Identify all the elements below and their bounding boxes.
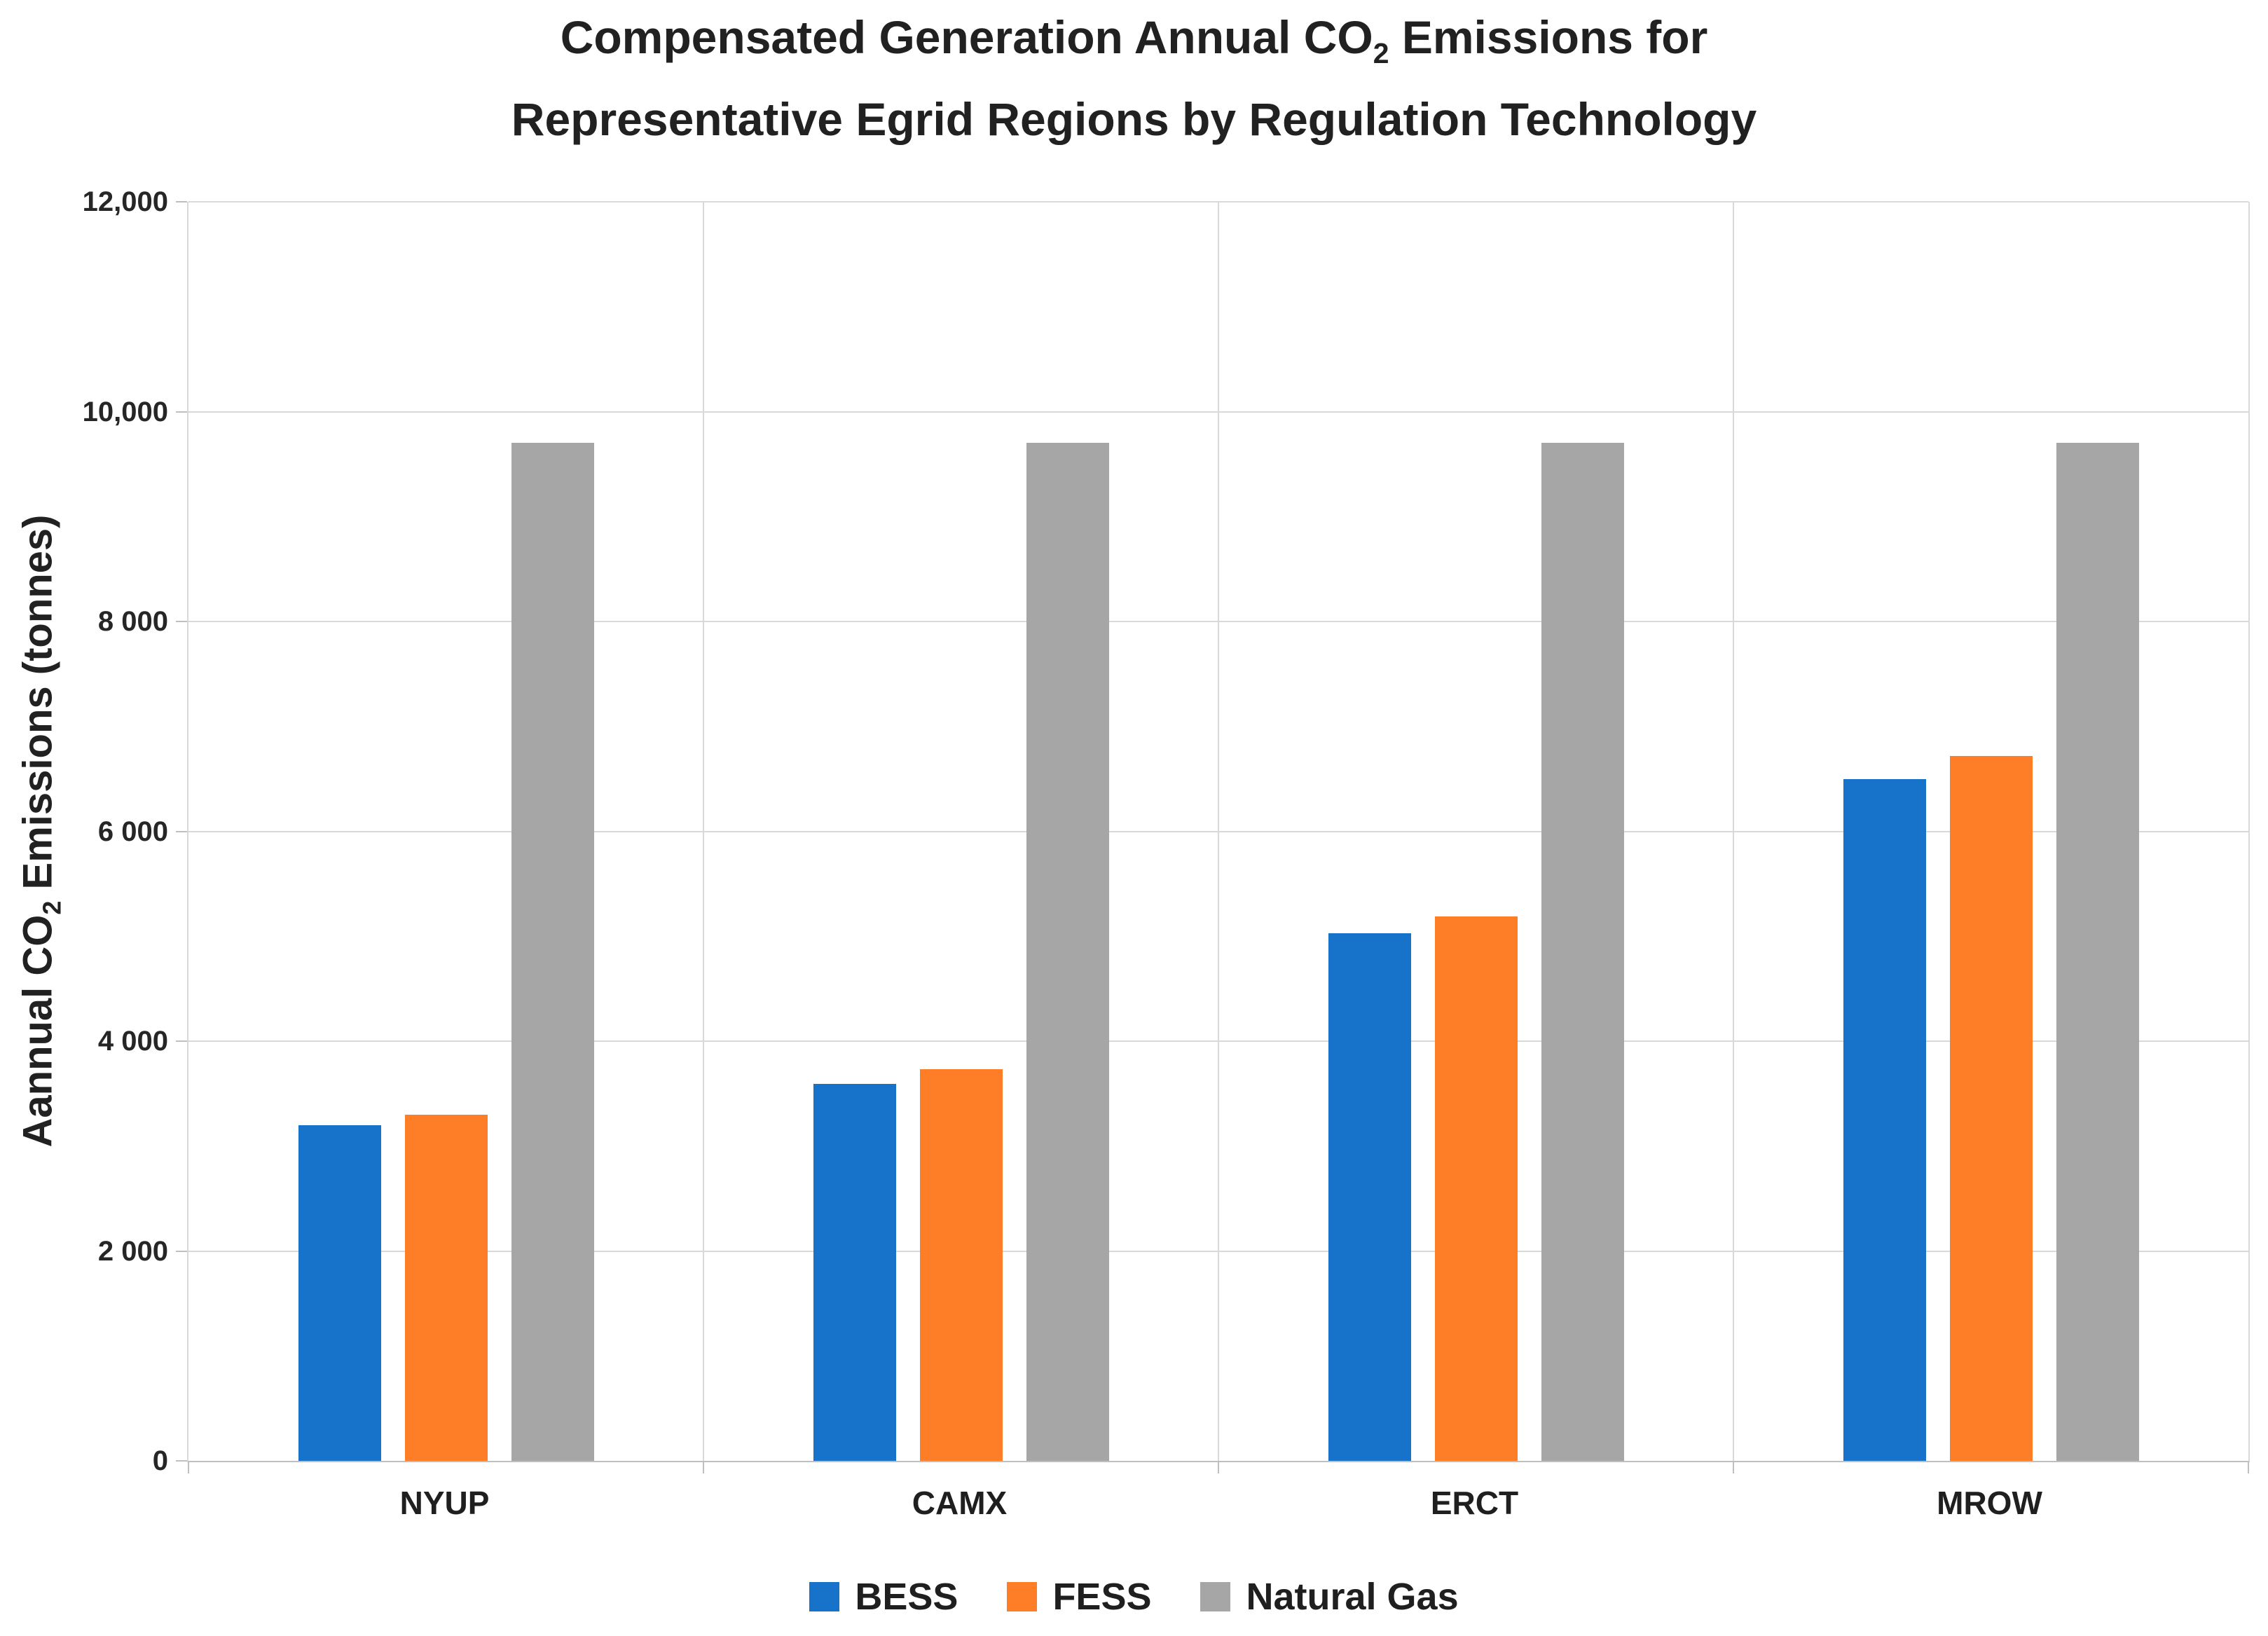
y-axis-tick (176, 830, 187, 832)
x-axis-tick (1218, 1462, 1219, 1473)
co2-subscript: 2 (1373, 37, 1389, 70)
y-axis-tick (176, 1250, 187, 1252)
bar-bess-nyup (298, 1125, 381, 1461)
x-category-label-mrow: MROW (1937, 1485, 2042, 1521)
y-tick-label-2-000: 2 000 (97, 1235, 168, 1267)
bar-group-nyup (188, 202, 703, 1461)
category-separator (1733, 202, 1734, 1461)
y-tick-label-10,000: 10,000 (82, 396, 168, 427)
bar-natural-gas-nyup (511, 443, 594, 1461)
bar-group-mrow (1733, 202, 2248, 1461)
legend-item-bess: BESS (809, 1575, 958, 1618)
bar-group-camx (703, 202, 1218, 1461)
chart-title-line1: Compensated Generation Annual CO2 Emissi… (560, 11, 1708, 70)
x-category-label-nyup: NYUP (399, 1485, 490, 1521)
x-axis-tick (1733, 1462, 1734, 1473)
legend-swatch-natural-gas (1200, 1582, 1231, 1611)
x-axis-tick (2248, 1462, 2249, 1473)
x-axis-tick (703, 1462, 704, 1473)
chart-title-line2: Representative Egrid Regions by Regulati… (511, 93, 1757, 146)
x-category-label-camx: CAMX (912, 1485, 1008, 1521)
y-axis-tick (176, 201, 187, 202)
legend-label-fess: FESS (1052, 1576, 1152, 1618)
y-tick-labels: 12,000 10,000 8 000 6 000 4 000 2 000 0 (0, 186, 168, 1476)
y-tick-label-0: 0 (152, 1445, 168, 1476)
x-category-label-erct: ERCT (1430, 1485, 1519, 1521)
bar-bess-mrow (1843, 778, 1926, 1461)
bar-group-erct (1218, 202, 1733, 1461)
bar-fess-mrow (1949, 755, 2033, 1461)
legend-item-natural-gas: Natural Gas (1200, 1575, 1459, 1618)
y-axis-tick (176, 1460, 187, 1462)
y-axis-tick (176, 621, 187, 622)
legend-label-bess: BESS (855, 1576, 958, 1618)
y-tick-label-12,000: 12,000 (82, 186, 168, 217)
legend-swatch-bess (809, 1582, 840, 1611)
bar-row (188, 202, 2248, 1461)
x-axis-tick (188, 1462, 189, 1473)
y-tick-label-4-000: 4 000 (97, 1026, 168, 1057)
legend: BESS FESS Natural Gas (0, 1575, 2268, 1618)
y-axis-tick (176, 1040, 187, 1042)
bar-fess-erct (1434, 916, 1518, 1461)
bar-bess-erct (1328, 933, 1411, 1461)
bar-bess-camx (813, 1084, 896, 1461)
chart-title: Compensated Generation Annual CO2 Emissi… (0, 4, 2268, 152)
bar-natural-gas-erct (1541, 443, 1624, 1461)
legend-swatch-fess (1007, 1582, 1038, 1611)
x-axis-labels: NYUP CAMX ERCT MROW (187, 1484, 2247, 1522)
y-axis-tick (176, 411, 187, 413)
bar-fess-camx (919, 1069, 1003, 1461)
bar-natural-gas-mrow (2056, 443, 2139, 1461)
legend-label-natural-gas: Natural Gas (1246, 1576, 1459, 1618)
bar-fess-nyup (404, 1114, 488, 1461)
legend-item-fess: FESS (1007, 1575, 1151, 1618)
bar-natural-gas-camx (1026, 443, 1109, 1461)
plot-area (176, 201, 2250, 1473)
category-separator (1218, 202, 1219, 1461)
category-separator (703, 202, 704, 1461)
y-tick-label-8-000: 8 000 (97, 606, 168, 637)
y-tick-label-6-000: 6 000 (97, 816, 168, 847)
